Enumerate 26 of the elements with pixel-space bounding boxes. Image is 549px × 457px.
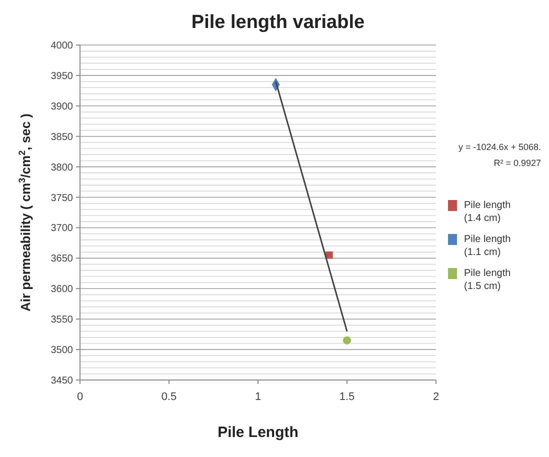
y-tick-label: 3450 (50, 376, 74, 386)
y-tick-label: 3600 (50, 284, 74, 296)
y-tick-label: 3700 (50, 223, 74, 234)
y-tick-label: 3850 (50, 132, 74, 143)
y-tick-label: 3650 (50, 254, 74, 265)
y-tick-label: 3800 (50, 162, 74, 174)
text: y = -1024.6x + 5068. (458, 142, 541, 152)
x-tick-label: 0.5 (161, 391, 177, 403)
legend-label: Pile length (1.1 cm) (464, 234, 511, 258)
y-tick-label: 3750 (50, 192, 74, 204)
x-tick-label: 1 (254, 391, 262, 403)
x-axis-title: Pile Length (218, 424, 298, 441)
x-tick-label: 2 (432, 391, 440, 403)
legend-label: Pile length (1.4 cm) (464, 200, 511, 224)
x-tick-label: 0 (76, 391, 84, 403)
point (326, 251, 333, 259)
chart-title: Pile length variable (191, 12, 365, 33)
y-tick-label: 3550 (50, 314, 74, 326)
y-tick-label: 3500 (50, 345, 74, 356)
y-tick-label: 4000 (50, 40, 74, 52)
point (342, 336, 352, 344)
x-tick-label: 1.5 (339, 391, 355, 403)
y-tick-label: 3950 (50, 70, 74, 82)
y-tick-label: 3900 (50, 101, 74, 112)
text: R² = 0.9927 (494, 158, 541, 168)
legend-label: Pile length (1.5 cm) (464, 268, 511, 292)
